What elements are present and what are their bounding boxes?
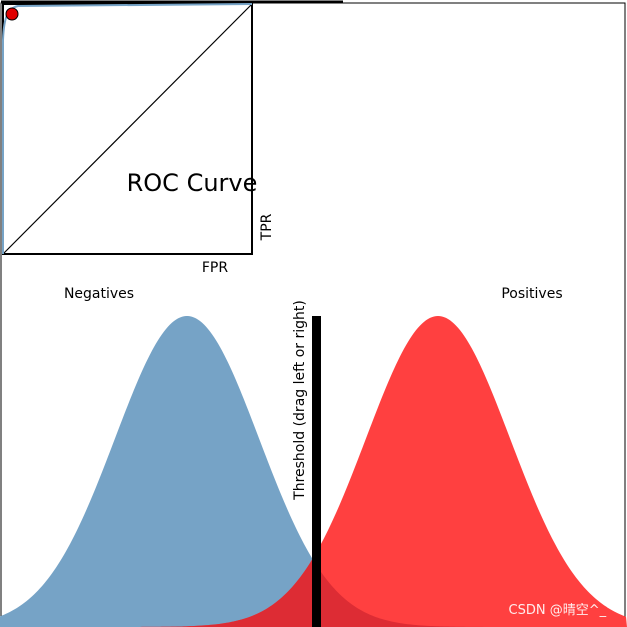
roc-diagonal (2, 3, 253, 255)
negatives-label: Negatives (64, 286, 134, 302)
roc-x-label: FPR (202, 260, 228, 276)
roc-operating-point (5, 7, 19, 21)
roc-title: ROC Curve (127, 169, 258, 197)
threshold-label: Threshold (drag left or right) (292, 300, 308, 501)
positives-label: Positives (501, 286, 562, 302)
csdn-watermark: CSDN @晴空^_^ (509, 603, 617, 618)
positives-distribution (0, 316, 627, 627)
negatives-distribution (0, 316, 627, 627)
roc-y-label: TPR (259, 213, 275, 241)
threshold-handle[interactable] (312, 316, 321, 627)
